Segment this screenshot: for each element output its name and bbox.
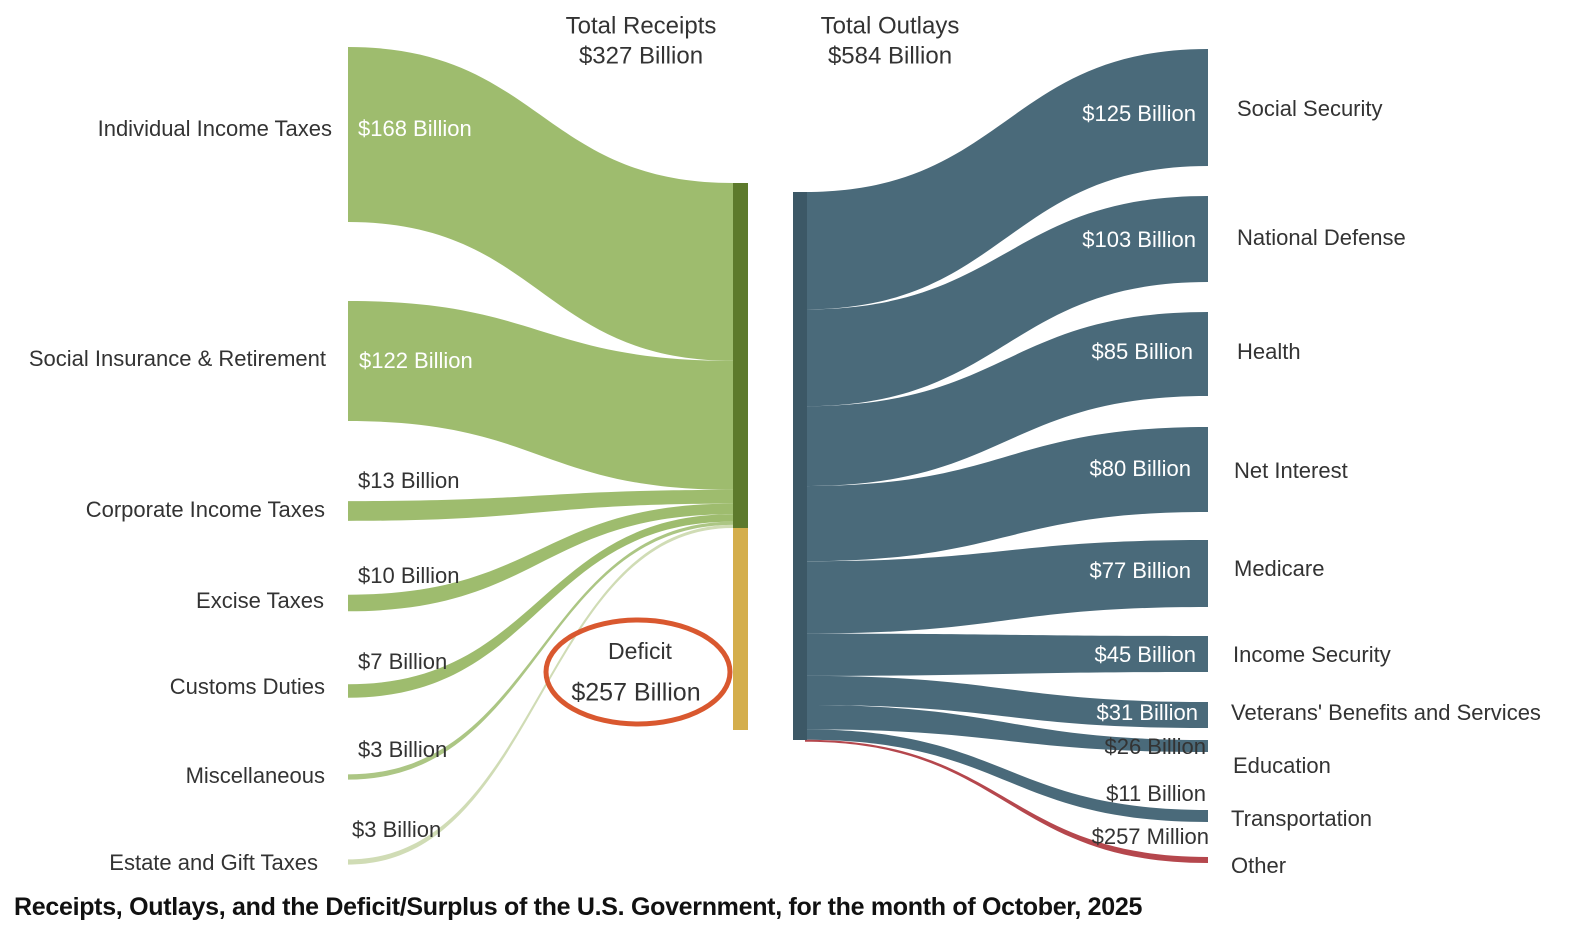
receipts-title: Total Receipts [566,12,717,39]
outlay-label-education: Education [1233,753,1331,778]
outlay-value-net-interest: $80 Billion [1089,456,1191,481]
deficit-bar [733,528,748,730]
receipt-label-customs-duties: Customs Duties [170,674,325,699]
outlay-flow-net-interest [805,427,1208,562]
outlay-value-medicare: $77 Billion [1089,558,1191,583]
outlay-label-national-defense: National Defense [1237,225,1406,250]
outlays-bar [793,192,807,740]
receipt-value-individual-income-taxes: $168 Billion [358,116,472,141]
outlay-value-other: $257 Million [1092,824,1209,849]
receipt-value-corporate-income-taxes: $13 Billion [358,468,460,493]
outlay-flow-other [805,739,1208,863]
receipt-value-miscellaneous: $3 Billion [358,737,447,762]
outlay-value-national-defense: $103 Billion [1082,227,1196,252]
outlay-label-social-security: Social Security [1237,96,1383,121]
receipt-label-individual-income-taxes: Individual Income Taxes [98,116,332,141]
receipt-flow-customs-duties [348,514,733,698]
receipt-value-excise-taxes: $10 Billion [358,563,460,588]
outlay-label-transportation: Transportation [1231,806,1372,831]
outlay-label-veterans-benefits-and-services: Veterans' Benefits and Services [1231,700,1541,725]
receipt-value-estate-and-gift-taxes: $3 Billion [352,817,441,842]
outlay-value-income-security: $45 Billion [1094,642,1196,667]
caption-part-1: Receipts, Outlays, and the Deficit/Surpl… [14,893,782,921]
receipt-value-social-insurance-retirement: $122 Billion [359,348,473,373]
outlay-flow-education [805,704,1208,752]
receipt-value-customs-duties: $7 Billion [358,649,447,674]
outlay-label-net-interest: Net Interest [1234,458,1348,483]
outlay-flow-transportation [805,729,1208,822]
outlay-flow-income-security [805,633,1208,676]
outlay-value-education: $26 Billion [1104,734,1206,759]
outlay-label-medicare: Medicare [1234,556,1324,581]
outlay-label-health: Health [1237,339,1301,364]
receipt-label-social-insurance-retirement: Social Insurance & Retirement [29,346,326,371]
receipts-total: $327 Billion [579,42,703,69]
receipt-label-excise-taxes: Excise Taxes [196,588,324,613]
outlay-flow-health [805,312,1208,487]
outlay-flow-national-defense [805,196,1208,407]
outlay-value-transportation: $11 Billion [1106,781,1206,806]
receipt-flow-social-insurance-retirement [348,301,733,490]
outlay-flow-veterans-benefits-and-services [805,675,1208,728]
receipt-flow-estate-and-gift-taxes [348,524,733,865]
outlay-flow-medicare [805,540,1208,634]
caption-part-2: for the month of October, 2025 [788,893,1143,921]
receipt-label-corporate-income-taxes: Corporate Income Taxes [86,497,325,522]
outlays-title: Total Outlays [821,12,960,39]
outlays-total: $584 Billion [828,42,952,69]
outlay-label-income-security: Income Security [1233,642,1391,667]
outlay-flow-social-security [805,49,1208,310]
chart-caption: Receipts, Outlays, and the Deficit/Surpl… [14,893,1142,922]
deficit-circle [543,617,733,727]
outlay-label-other: Other [1231,853,1286,878]
receipt-flow-corporate-income-taxes [348,489,733,521]
receipt-flow-miscellaneous [348,521,733,780]
deficit-value: $257 Billion [571,679,700,707]
receipt-flow-excise-taxes [348,503,733,612]
outlay-value-veterans-benefits-and-services: $31 Billion [1096,700,1198,725]
receipt-label-estate-and-gift-taxes: Estate and Gift Taxes [109,850,318,875]
receipt-label-miscellaneous: Miscellaneous [186,763,325,788]
outlay-value-social-security: $125 Billion [1082,101,1196,126]
receipts-bar [733,183,748,528]
outlay-value-health: $85 Billion [1091,339,1193,364]
deficit-label: Deficit [608,638,673,664]
receipt-flow-individual-income-taxes [348,47,733,361]
